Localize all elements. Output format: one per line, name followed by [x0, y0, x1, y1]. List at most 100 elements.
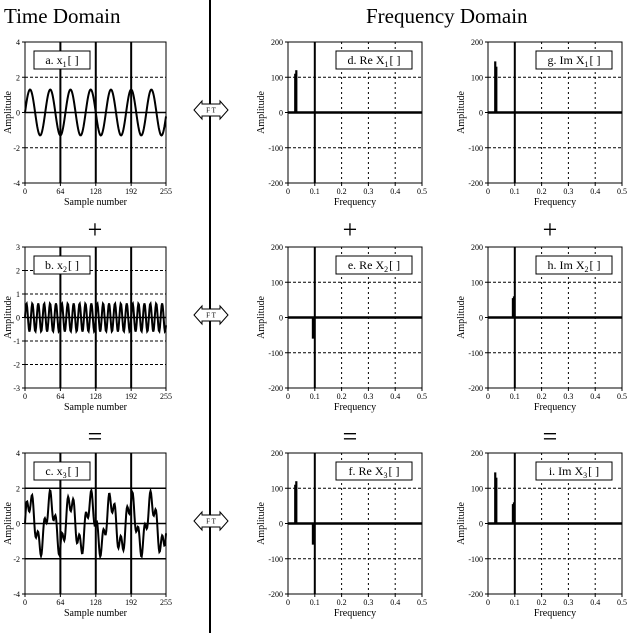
plus-operator: + — [543, 215, 558, 244]
x-tick-label: 0.3 — [363, 187, 373, 196]
ft-arrow: F T — [193, 99, 229, 121]
panel-label-sub: 1 — [585, 60, 589, 69]
y-tick-label: 200 — [471, 243, 483, 252]
signal-line — [24, 88, 167, 137]
x-tick-label: 0 — [23, 598, 27, 607]
panel-label-box — [33, 461, 91, 481]
x-axis-label: Sample number — [64, 608, 128, 619]
x-tick-label: 0.5 — [617, 598, 627, 607]
y-tick-label: 100 — [271, 278, 283, 287]
x-tick-label: 0.1 — [510, 392, 520, 401]
y-axis-label: Amplitude — [3, 502, 14, 545]
y-tick-label: 0 — [16, 520, 20, 529]
panel-label: h. Im X2[ ] — [548, 258, 601, 274]
y-tick-label: -100 — [268, 349, 283, 358]
y-tick-label: -100 — [268, 144, 283, 153]
x-tick-label: 192 — [125, 598, 137, 607]
x-tick-label: 255 — [160, 392, 172, 401]
y-axis-label: Amplitude — [256, 502, 267, 545]
ft-arrow-shape — [193, 304, 229, 326]
y-tick-label: 2 — [16, 484, 20, 493]
x-axis-label: Sample number — [64, 402, 128, 413]
panel-label-sub: 1 — [385, 60, 389, 69]
plus-operator: + — [343, 215, 358, 244]
panel-label-box — [335, 50, 413, 70]
ft-label: F T — [206, 107, 217, 115]
y-axis-label: Amplitude — [456, 502, 467, 545]
y-tick-label: 0 — [16, 314, 20, 323]
x-tick-label: 0.2 — [537, 187, 547, 196]
y-tick-label: 0 — [479, 520, 483, 529]
panel-label-suffix: [ ] — [68, 53, 79, 67]
y-tick-label: 200 — [471, 38, 483, 47]
x-tick-label: 0.3 — [563, 598, 573, 607]
panel-label-main: e. Re X — [348, 258, 385, 272]
panel-label-main: f. Re X — [349, 464, 384, 478]
y-tick-label: 0 — [16, 109, 20, 118]
ft-arrow-shape — [193, 510, 229, 532]
x-tick-label: 0.4 — [390, 187, 400, 196]
x-tick-label: 128 — [90, 392, 102, 401]
y-tick-label: 100 — [271, 73, 283, 82]
panel-label-sub: 3 — [384, 471, 388, 480]
x-tick-label: 0.5 — [617, 392, 627, 401]
panel-label-main: b. x — [45, 258, 63, 272]
panel-label-main: d. Re X — [348, 53, 385, 67]
panel-label-suffix: [ ] — [590, 258, 601, 272]
x-axis-label: Frequency — [534, 197, 576, 208]
y-tick-label: 200 — [271, 449, 283, 458]
y-tick-label: -200 — [468, 590, 483, 599]
panel-label-box — [335, 461, 413, 481]
x-tick-label: 0 — [486, 187, 490, 196]
x-tick-label: 0.1 — [310, 187, 320, 196]
y-tick-label: -2 — [13, 144, 20, 153]
x-tick-label: 0 — [286, 392, 290, 401]
x-tick-label: 0.4 — [390, 598, 400, 607]
y-tick-label: -200 — [268, 590, 283, 599]
panel-label-main: a. x — [45, 53, 62, 67]
x-axis-label: Frequency — [334, 608, 376, 619]
x-tick-label: 255 — [160, 187, 172, 196]
x-tick-label: 0 — [23, 392, 27, 401]
x-tick-label: 0.5 — [417, 598, 427, 607]
ft-label: F T — [206, 312, 217, 320]
y-tick-label: 0 — [279, 314, 283, 323]
y-tick-label: -100 — [268, 555, 283, 564]
y-tick-label: 0 — [279, 520, 283, 529]
panel-label-suffix: [ ] — [389, 258, 400, 272]
y-tick-label: 100 — [471, 484, 483, 493]
x-tick-label: 0.4 — [390, 392, 400, 401]
ft-arrow-shape — [193, 99, 229, 121]
y-tick-label: -3 — [13, 384, 20, 393]
equals-operator: = — [88, 422, 103, 451]
y-axis-label: Amplitude — [256, 91, 267, 134]
panel-label-sub: 3 — [583, 471, 587, 480]
panel-label-suffix: [ ] — [68, 464, 79, 478]
panel-label-sub: 1 — [63, 60, 67, 69]
panel-label-box — [33, 50, 91, 70]
x-tick-label: 0.3 — [363, 598, 373, 607]
panel-label: a. x1[ ] — [45, 53, 78, 69]
y-tick-label: 100 — [471, 278, 483, 287]
y-tick-label: -200 — [268, 179, 283, 188]
x-tick-label: 0 — [486, 598, 490, 607]
x-axis-label: Sample number — [64, 197, 128, 208]
x-tick-label: 0.4 — [590, 598, 600, 607]
time-domain-header: Time Domain — [4, 4, 121, 28]
x-axis-label: Frequency — [334, 402, 376, 413]
x-tick-label: 128 — [90, 187, 102, 196]
y-tick-label: -4 — [13, 590, 20, 599]
y-tick-label: 200 — [271, 38, 283, 47]
y-tick-label: -100 — [468, 349, 483, 358]
x-tick-label: 0.2 — [337, 598, 347, 607]
y-tick-label: 4 — [16, 38, 20, 47]
panel-label-suffix: [ ] — [389, 464, 400, 478]
x-tick-label: 0.2 — [337, 392, 347, 401]
x-tick-label: 0 — [23, 187, 27, 196]
panel-label-sub: 2 — [63, 265, 67, 274]
